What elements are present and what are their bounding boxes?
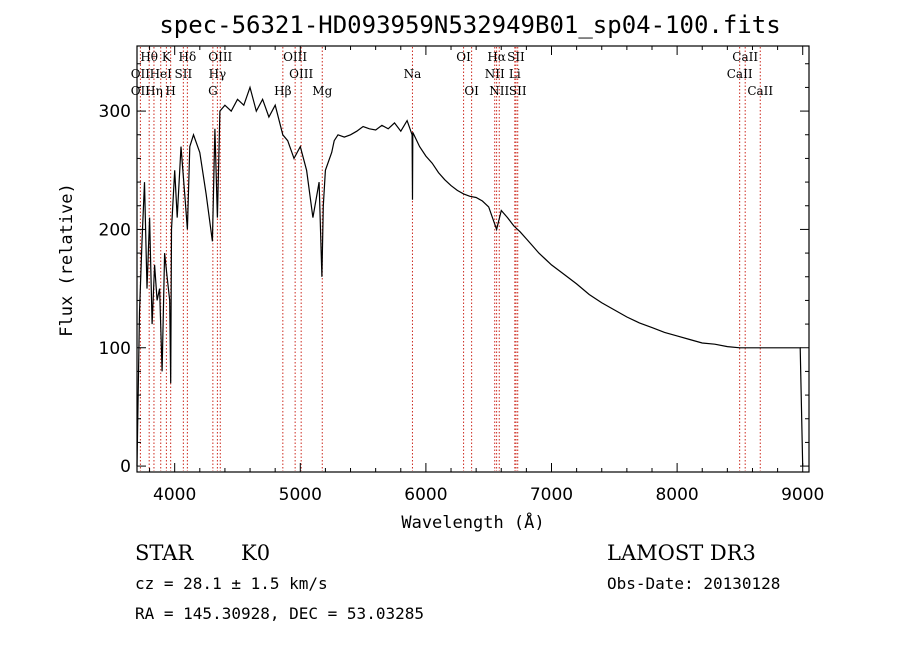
spectral-line-markers bbox=[139, 47, 761, 471]
spectral-line-label: CaII bbox=[747, 84, 773, 98]
spectral-line-label: Hθ bbox=[140, 50, 158, 64]
spectral-line-label: Mg bbox=[312, 84, 332, 98]
x-axis-label: Wavelength (Å) bbox=[401, 511, 544, 533]
x-tick-label: 9000 bbox=[781, 485, 824, 505]
object-subclass: K0 bbox=[241, 541, 270, 565]
y-tick-label: 0 bbox=[120, 457, 131, 477]
x-axis-ticks: 4000 5000 6000 7000 8000 9000 bbox=[149, 46, 824, 505]
object-class: STAR bbox=[135, 541, 194, 565]
spectral-line-label: OI bbox=[464, 84, 479, 98]
spectral-line-label: SII bbox=[507, 50, 525, 64]
redshift-cz: cz = 28.1 ± 1.5 km/s bbox=[135, 574, 328, 593]
spectral-line-label: SII bbox=[509, 84, 527, 98]
flux-series-line bbox=[136, 85, 804, 467]
y-axis-ticks: 0 100 200 300 bbox=[99, 63, 809, 477]
y-tick-label: 100 bbox=[99, 339, 131, 359]
spectral-line-label: Hη bbox=[145, 84, 163, 98]
spectral-line-label: Hα bbox=[487, 50, 506, 64]
y-axis-label: Flux (relative) bbox=[57, 183, 77, 337]
plot-frame bbox=[136, 45, 810, 473]
x-tick-label: 7000 bbox=[530, 485, 573, 505]
spectral-line-label: Hγ bbox=[209, 67, 227, 81]
spectral-line-label: OIII bbox=[289, 67, 313, 81]
spectral-line-label: Li bbox=[509, 67, 521, 81]
x-tick-label: 5000 bbox=[279, 485, 322, 505]
spectral-line-label: Na bbox=[404, 67, 422, 81]
y-tick-label: 200 bbox=[99, 220, 131, 240]
spectral-line-label: CaII bbox=[732, 50, 758, 64]
x-tick-label: 4000 bbox=[153, 485, 196, 505]
spectral-line-label: OIII bbox=[208, 50, 232, 64]
x-tick-label: 6000 bbox=[404, 485, 447, 505]
spectral-line-label: NII bbox=[489, 84, 509, 98]
y-tick-label: 300 bbox=[99, 102, 131, 122]
observation-date: Obs-Date: 20130128 bbox=[607, 574, 780, 593]
survey-name: LAMOST DR3 bbox=[607, 541, 756, 565]
spectral-line-label: CaII bbox=[727, 67, 753, 81]
spectral-line-label: NII bbox=[485, 67, 505, 81]
spectral-line-label: HeI bbox=[150, 67, 173, 81]
spectral-line-label: OI bbox=[456, 50, 471, 64]
spectral-line-label: OIII bbox=[283, 50, 307, 64]
x-tick-label: 8000 bbox=[655, 485, 698, 505]
ra-dec: RA = 145.30928, DEC = 53.03285 bbox=[135, 604, 424, 623]
spectral-line-label: Hβ bbox=[274, 84, 291, 98]
spectral-line-label: K bbox=[162, 50, 172, 64]
spectral-line-label: OII bbox=[131, 67, 151, 81]
spectral-line-label: SII bbox=[174, 67, 192, 81]
spectral-line-label: H bbox=[165, 84, 175, 98]
spectral-line-label: Hδ bbox=[179, 50, 197, 64]
spectral-line-label: G bbox=[208, 84, 218, 98]
spectral-line-label: OII bbox=[131, 84, 151, 98]
chart-title: spec-56321-HD093959N532949B01_sp04-100.f… bbox=[159, 11, 780, 39]
